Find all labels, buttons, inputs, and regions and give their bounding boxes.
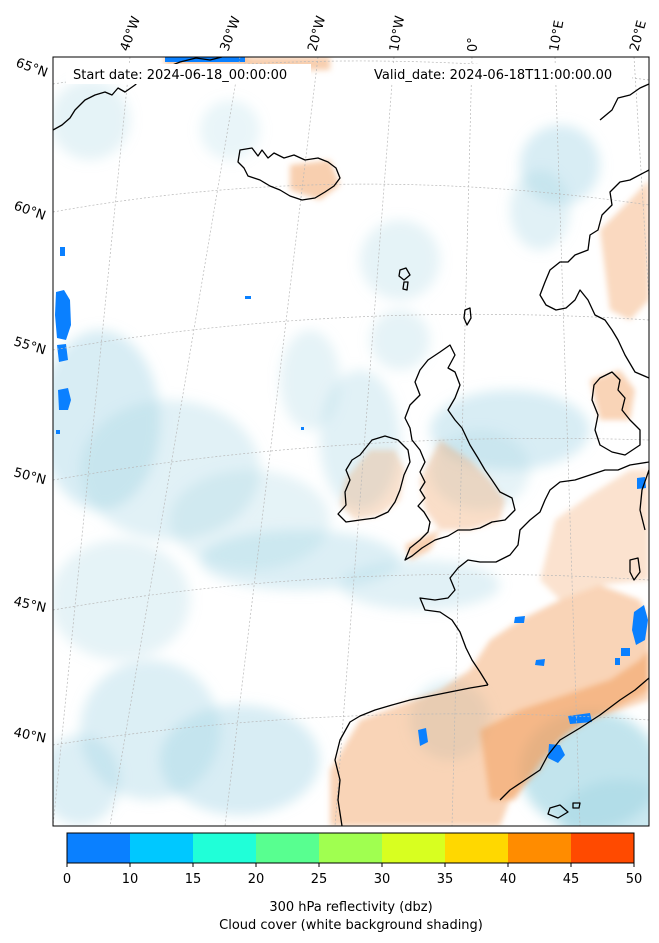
colorbar-tick-label: 40 bbox=[500, 872, 517, 887]
coast-greenland bbox=[53, 57, 223, 131]
colorbar-tick-label: 25 bbox=[311, 872, 328, 887]
lon-label-40w: 40°W bbox=[118, 14, 144, 53]
coast-mallorca bbox=[547, 804, 569, 819]
colorbar-tick-label: 0 bbox=[63, 872, 71, 887]
lon-label-10w: 10°W bbox=[387, 15, 408, 53]
coast-iberia bbox=[334, 684, 489, 826]
lat-label-55n: 55°N bbox=[12, 334, 48, 358]
coast-ireland bbox=[337, 435, 411, 523]
valid-date-text: Valid_date: 2024-06-18T11:00:00.00 bbox=[374, 68, 612, 83]
colorbar-tick-label: 10 bbox=[122, 872, 139, 887]
lat-label-40n: 40°N bbox=[12, 725, 47, 746]
colorbar-tick-label: 45 bbox=[563, 872, 580, 887]
colorbar-tick-label: 20 bbox=[248, 872, 265, 887]
lat-label-65n: 65°N bbox=[14, 56, 50, 81]
coast-corsica bbox=[629, 557, 641, 581]
colorbar-segment bbox=[256, 833, 320, 863]
colorbar-tick-label: 35 bbox=[437, 872, 454, 887]
colorbar-tick-label: 30 bbox=[374, 872, 391, 887]
coast-scandinavia bbox=[591, 371, 641, 456]
colorbar-frame bbox=[66, 832, 635, 864]
start-date-box bbox=[66, 64, 311, 84]
colorbar-segment bbox=[571, 833, 635, 863]
colorbar-label-line2: Cloud cover (white background shading) bbox=[219, 918, 483, 933]
lat-label-50n: 50°N bbox=[12, 465, 48, 488]
coast-iceland bbox=[237, 147, 341, 201]
colorbar-segment bbox=[382, 833, 446, 863]
lon-label-30w: 30°W bbox=[218, 14, 244, 53]
colorbar-segment bbox=[508, 833, 572, 863]
lon-label-20e: 20°E bbox=[627, 19, 650, 53]
lat-label-60n: 60°N bbox=[12, 199, 48, 224]
colorbar-segment bbox=[130, 833, 194, 863]
colorbar-tick-label: 15 bbox=[185, 872, 202, 887]
colorbar-segment bbox=[319, 833, 383, 863]
reflectivity-patches bbox=[55, 57, 648, 763]
graticule bbox=[53, 57, 649, 826]
coast-great-britain bbox=[404, 344, 516, 561]
lon-label-0: 0° bbox=[466, 37, 481, 52]
coast-norway bbox=[539, 169, 649, 379]
colorbar-segment bbox=[67, 833, 131, 863]
map-frame bbox=[52, 56, 650, 827]
lon-label-10e: 10°E bbox=[547, 19, 567, 52]
colorbar-tick-label: 50 bbox=[626, 872, 643, 887]
lon-label-20w: 20°W bbox=[305, 14, 329, 53]
lon-labels: 40°W 30°W 20°W 10°W 0° 10°E 20°E bbox=[118, 14, 650, 53]
lat-label-45n: 45°N bbox=[12, 594, 47, 616]
colorbar-segment bbox=[445, 833, 509, 863]
coast-faroe bbox=[398, 267, 411, 281]
coastlines bbox=[53, 57, 649, 826]
colorbar-segment bbox=[193, 833, 257, 863]
lat-labels: 65°N 60°N 55°N 50°N 45°N 40°N bbox=[12, 56, 50, 747]
start-date-text: Start date: 2024-06-18_00:00:00 bbox=[73, 68, 287, 83]
map-panel bbox=[53, 57, 649, 826]
valid-date-box bbox=[370, 64, 632, 84]
coast-europe bbox=[419, 461, 649, 686]
colorbar: 0 10 15 20 25 30 35 40 45 50 bbox=[63, 832, 643, 887]
colorbar-label-line1: 300 hPa reflectivity (dbz) bbox=[269, 900, 432, 915]
